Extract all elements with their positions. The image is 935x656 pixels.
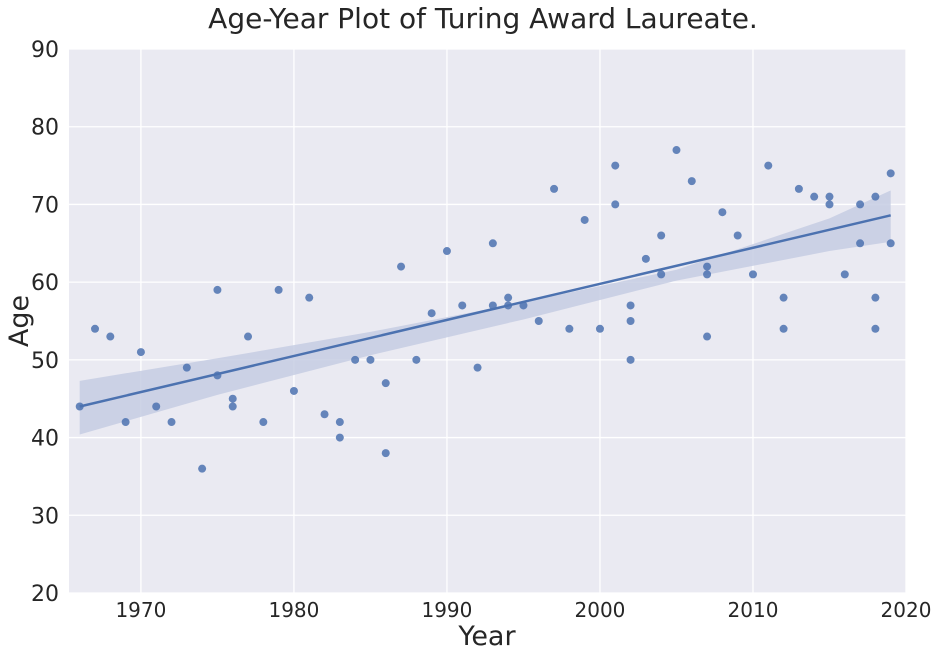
x-tick-label: 2020 [881, 598, 932, 622]
data-point [274, 285, 283, 294]
data-point [488, 239, 497, 248]
data-point [397, 262, 406, 271]
x-tick-label: 1990 [421, 598, 472, 622]
data-point [856, 200, 865, 209]
data-point [626, 301, 635, 310]
y-tick-label: 20 [31, 582, 59, 607]
data-point [473, 363, 482, 372]
x-tick-labels: 1970 1980 1990 2000 2010 2020 [115, 598, 931, 622]
data-point [871, 293, 880, 302]
data-point [764, 161, 773, 170]
data-point [381, 379, 390, 388]
data-point [611, 161, 620, 170]
data-point [871, 192, 880, 201]
y-axis-label: Age [4, 295, 35, 347]
data-point [718, 208, 727, 217]
data-point [871, 324, 880, 333]
data-point [213, 285, 222, 294]
data-point [91, 324, 100, 333]
data-point [488, 301, 497, 310]
data-point [703, 270, 712, 279]
data-point [504, 293, 513, 302]
data-point [335, 418, 344, 427]
y-tick-label: 70 [31, 193, 59, 218]
data-point [152, 402, 161, 411]
data-point [580, 215, 589, 224]
x-tick-label: 2010 [728, 598, 779, 622]
data-point [351, 355, 360, 364]
data-point [228, 394, 237, 403]
y-tick-label: 60 [31, 271, 59, 296]
x-tick-label: 1980 [268, 598, 319, 622]
data-point [289, 386, 298, 395]
chart-title: Age-Year Plot of Turing Award Laureate. [208, 2, 758, 35]
data-points [75, 146, 895, 473]
data-point [458, 301, 467, 310]
data-point [565, 324, 574, 333]
x-axis-label: Year [457, 621, 516, 652]
data-point [534, 317, 543, 325]
data-point [794, 184, 803, 193]
data-point [886, 169, 895, 178]
data-point [657, 231, 666, 240]
confidence-band-area [79, 190, 891, 435]
data-point [106, 332, 115, 341]
data-point [213, 371, 222, 380]
y-tick-label: 80 [31, 116, 59, 141]
data-point [657, 270, 666, 279]
data-point [886, 239, 895, 248]
data-point [825, 192, 834, 201]
data-point [672, 146, 681, 155]
data-point [641, 254, 650, 263]
data-point [840, 270, 849, 279]
data-point [595, 324, 604, 333]
data-point [366, 355, 375, 364]
data-point [550, 184, 559, 193]
data-point [504, 301, 513, 310]
data-point [703, 262, 712, 271]
y-tick-labels: 20 30 40 50 60 70 80 90 [31, 38, 59, 607]
data-point [427, 309, 436, 318]
data-point [136, 348, 145, 357]
data-point [733, 231, 742, 240]
data-point [748, 270, 757, 279]
data-point [442, 247, 451, 256]
y-tick-label: 40 [31, 427, 59, 452]
data-point [779, 293, 788, 302]
data-point [320, 410, 329, 419]
data-point [198, 464, 207, 473]
x-tick-label: 2000 [575, 598, 626, 622]
x-tick-label: 1970 [115, 598, 166, 622]
data-point [703, 332, 712, 341]
data-point [626, 355, 635, 364]
data-point [810, 192, 819, 201]
confidence-band [79, 190, 891, 435]
data-point [626, 317, 635, 325]
data-point [75, 402, 84, 411]
data-point [121, 418, 130, 427]
data-point [228, 402, 237, 411]
data-point [779, 324, 788, 333]
data-point [335, 433, 344, 442]
data-point [305, 293, 314, 302]
data-point [182, 363, 191, 372]
data-point [381, 449, 390, 458]
data-point [519, 301, 528, 310]
y-tick-label: 30 [31, 504, 59, 529]
y-tick-label: 50 [31, 349, 59, 374]
data-point [259, 418, 268, 427]
data-point [856, 239, 865, 248]
data-point [244, 332, 253, 341]
data-point [825, 200, 834, 209]
data-point [687, 177, 696, 186]
data-point [167, 418, 176, 427]
data-point [611, 200, 620, 209]
y-tick-label: 90 [31, 38, 59, 63]
data-point [412, 355, 421, 364]
